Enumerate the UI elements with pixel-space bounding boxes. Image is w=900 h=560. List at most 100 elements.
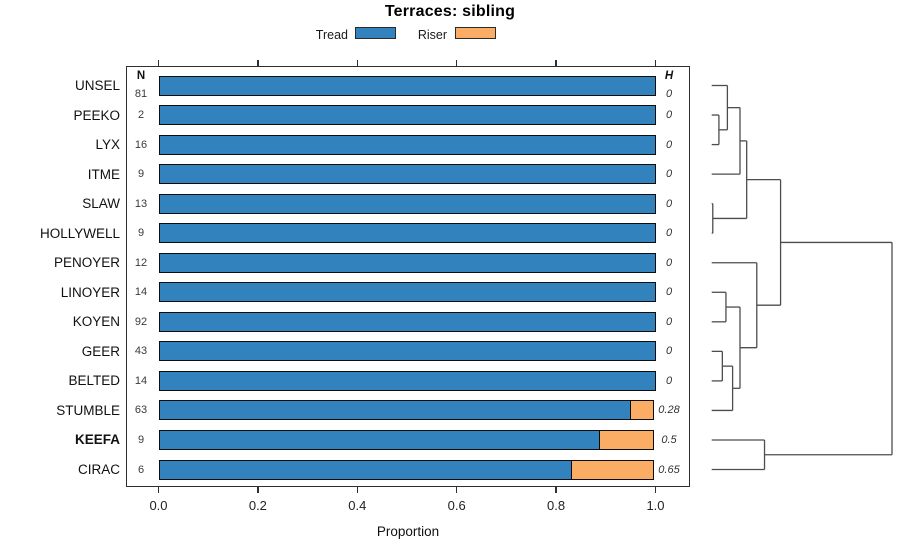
bar-row	[158, 105, 656, 126]
tread-bar-segment	[158, 134, 656, 155]
row-label: STUMBLE	[56, 402, 120, 418]
tread-bar-segment	[158, 223, 656, 244]
bar-row	[158, 370, 656, 391]
h-value: 0	[665, 315, 673, 328]
n-value: 43	[134, 345, 148, 358]
bar-row	[158, 164, 656, 185]
h-value: 0	[665, 87, 673, 100]
bar-row	[158, 223, 656, 244]
tread-bar-segment	[158, 282, 656, 303]
x-axis-tick	[257, 487, 259, 493]
bar-row	[158, 400, 656, 421]
h-value: 0	[665, 227, 673, 240]
row-label: PEEKO	[73, 107, 120, 123]
row-label: CIRAC	[77, 462, 120, 478]
row-label: KOYEN	[72, 314, 120, 330]
n-value: 9	[137, 227, 145, 240]
bar-row	[158, 282, 656, 303]
n-value: 81	[134, 87, 148, 100]
x-axis-tick-label: 0.8	[547, 498, 566, 513]
row-label: BELTED	[68, 373, 120, 389]
x-axis-title: Proportion	[376, 524, 440, 539]
h-value: 0	[665, 138, 673, 151]
row-label: KEEFA	[74, 432, 120, 448]
row-label: UNSEL	[74, 78, 120, 93]
h-value: 0	[665, 256, 673, 269]
legend-label-riser: Riser	[379, 26, 447, 44]
x-axis-tick-label: 0.4	[348, 498, 367, 513]
plot-box	[126, 66, 690, 487]
row-label: GEER	[81, 343, 120, 359]
n-value: 9	[137, 168, 145, 181]
n-column-header: N	[136, 70, 146, 82]
h-value: 0	[665, 345, 673, 358]
x-axis-tick	[257, 60, 259, 66]
riser-swatch	[455, 27, 496, 39]
x-axis-tick-label: 1.0	[646, 498, 665, 513]
riser-bar-segment	[598, 429, 654, 450]
bar-row	[158, 459, 656, 480]
n-value: 12	[134, 256, 148, 269]
tread-bar-segment	[158, 311, 656, 332]
n-value: 6	[137, 463, 145, 476]
row-label: SLAW	[82, 196, 120, 212]
h-value: 0.5	[661, 433, 677, 446]
x-axis-tick-label: 0.2	[248, 498, 267, 513]
tread-bar-segment	[158, 164, 656, 185]
bar-row	[158, 134, 656, 155]
n-value: 13	[134, 197, 148, 210]
bar-row	[158, 193, 656, 214]
h-value: 0	[665, 197, 673, 210]
tread-bar-segment	[158, 75, 656, 96]
h-value: 0	[665, 286, 673, 299]
tread-bar-segment	[158, 193, 656, 214]
x-axis-tick	[555, 487, 557, 493]
bar-row	[158, 429, 656, 450]
n-value: 16	[134, 138, 148, 151]
row-label: PENOYER	[53, 255, 120, 271]
bar-row	[158, 75, 656, 96]
row-label: LINOYER	[60, 284, 120, 300]
tread-bar-segment	[158, 341, 656, 362]
h-value: 0	[665, 374, 673, 387]
x-axis-tick	[654, 487, 657, 493]
riser-bar-segment	[630, 400, 654, 421]
x-axis-tick	[654, 60, 657, 66]
bar-row	[158, 311, 656, 332]
x-axis-tick	[456, 487, 458, 493]
tread-bar-segment	[158, 105, 656, 126]
tread-bar-segment	[158, 370, 656, 391]
tread-swatch	[355, 27, 396, 39]
n-value: 2	[137, 109, 145, 122]
x-axis-tick	[157, 60, 160, 66]
x-axis-tick	[356, 60, 358, 66]
n-value: 9	[137, 433, 145, 446]
legend-label-tread: Tread	[280, 26, 348, 44]
h-column-header: H	[664, 70, 674, 82]
tread-bar-segment	[158, 252, 656, 273]
n-value: 63	[134, 404, 148, 417]
h-value: 0	[665, 168, 673, 181]
legend-label: Tread	[315, 28, 348, 42]
bar-row	[158, 341, 656, 362]
x-axis-tick	[555, 60, 557, 66]
x-axis-tick	[157, 487, 160, 493]
chart-title: Terraces: sibling	[384, 3, 516, 20]
x-axis-tick-label: 0.6	[447, 498, 466, 513]
n-value: 14	[134, 374, 148, 387]
n-value: 92	[134, 315, 148, 328]
bar-row	[158, 252, 656, 273]
x-axis-tick-label: 0.0	[149, 498, 168, 513]
h-value: 0	[665, 109, 673, 122]
x-axis-tick	[456, 60, 458, 66]
h-value: 0.65	[658, 463, 680, 476]
h-value: 0.28	[658, 404, 680, 417]
row-label: LYX	[95, 137, 120, 153]
riser-bar-segment	[571, 459, 654, 480]
legend-label: Riser	[417, 28, 447, 42]
n-value: 14	[134, 286, 148, 299]
row-label: HOLLYWELL	[39, 225, 120, 241]
row-label: ITME	[87, 166, 120, 182]
